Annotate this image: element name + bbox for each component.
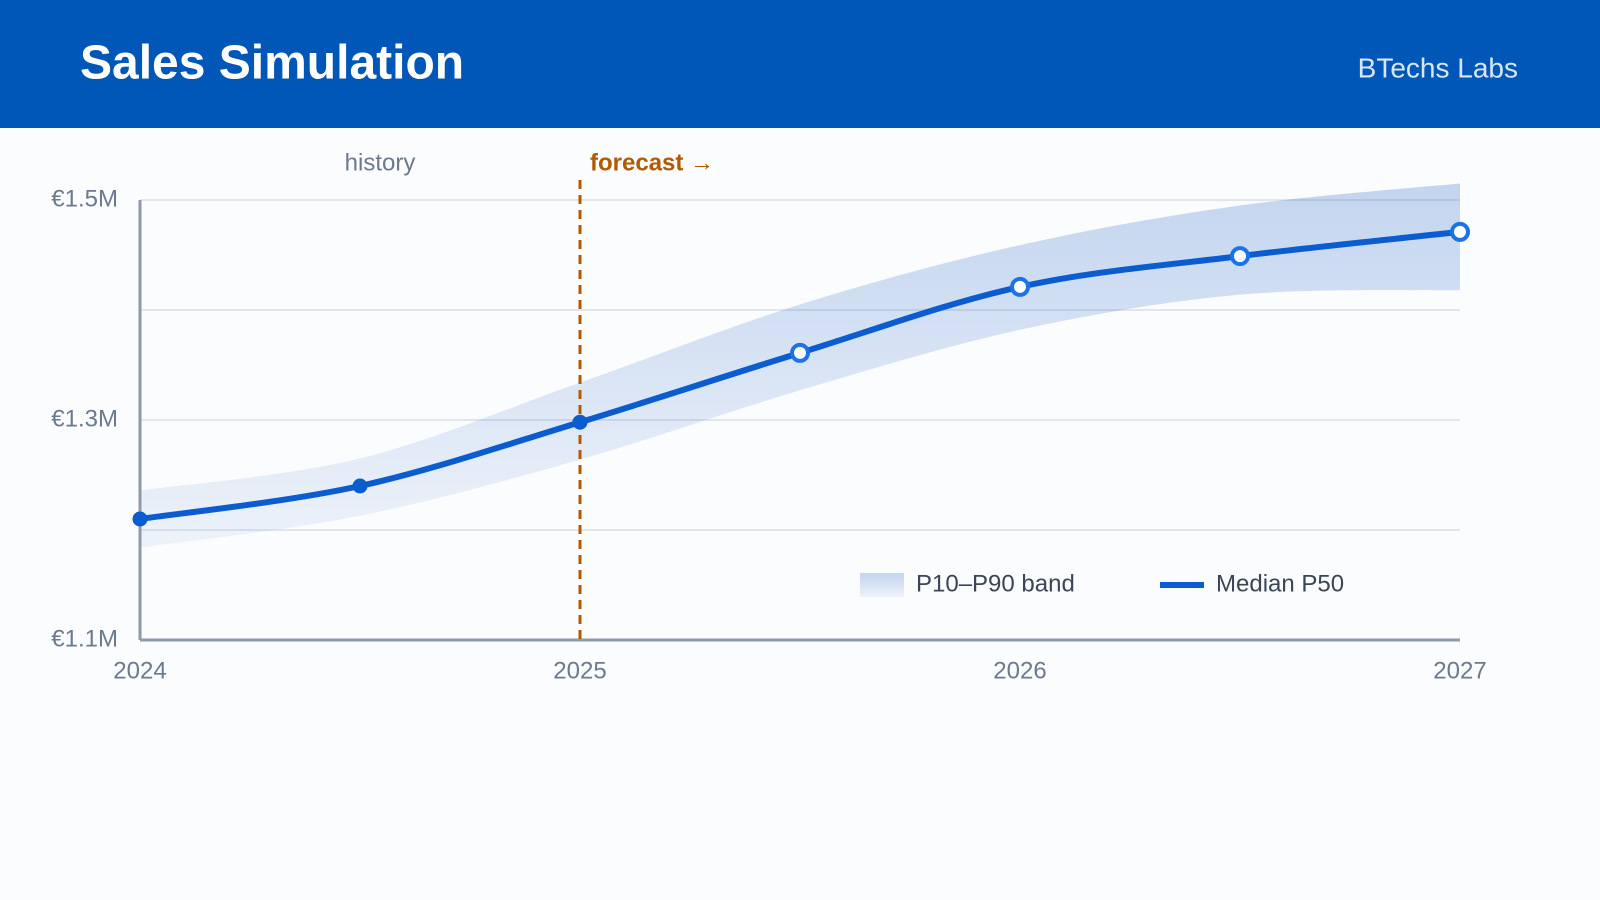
legend-label: P10–P90 band	[916, 570, 1075, 597]
legend-swatch-band	[860, 573, 904, 597]
forecast-label: forecast →	[590, 149, 714, 176]
forecast-point	[1230, 246, 1250, 267]
x-tick-label: 2025	[553, 657, 606, 684]
history-point	[352, 478, 368, 494]
header-bar	[0, 0, 1600, 128]
header-title: Sales Simulation	[80, 37, 464, 90]
forecast-point	[1010, 276, 1030, 297]
x-tick-label: 2026	[993, 657, 1046, 684]
history-point	[132, 511, 148, 527]
legend-label: Median P50	[1216, 570, 1344, 597]
y-tick-label: €1.5M	[51, 185, 118, 212]
forecast-point	[790, 342, 810, 363]
y-tick-label: €1.1M	[51, 625, 118, 652]
y-tick-label: €1.3M	[51, 405, 118, 432]
forecast-point	[1450, 221, 1470, 242]
history-label: history	[345, 149, 416, 176]
chart: €1.1M €1.3M €1.5M 2024 2025 2026 2027 history fo…	[51, 149, 1486, 684]
x-tick-label: 2024	[113, 657, 166, 684]
history-point	[572, 414, 588, 430]
x-tick-label: 2027	[1433, 657, 1486, 684]
header-brand: BTechs Labs	[1358, 52, 1518, 83]
